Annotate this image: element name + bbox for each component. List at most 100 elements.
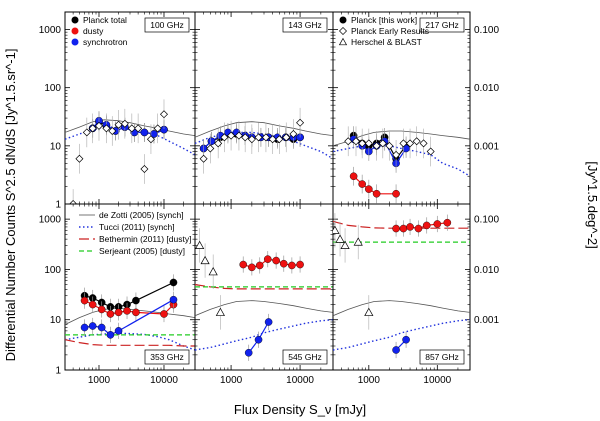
- panels: 1 10 100 1000 100 GHz Planck totaldustysynchr…: [39, 11, 499, 386]
- legend-label: Serjeant (2005) [dusty]: [99, 246, 185, 256]
- legend-label: Bethermin (2011) [dusty]: [99, 234, 191, 244]
- legend-label: synchrotron: [83, 37, 128, 47]
- data-point: [414, 224, 423, 233]
- x-tick-label: 10000: [423, 375, 451, 386]
- plot-area: [333, 213, 470, 359]
- data-point-diamond: [102, 124, 111, 133]
- data-point: [88, 322, 97, 330]
- data-point: [296, 260, 304, 269]
- data-point-triangle: [353, 237, 363, 246]
- legend-label: Planck [this work]: [351, 15, 417, 25]
- y-tick-label: 100: [44, 83, 61, 94]
- data-point-diamond: [268, 135, 277, 144]
- data-point: [106, 310, 115, 318]
- data-point-diamond: [146, 135, 155, 144]
- data-point: [248, 263, 256, 272]
- data-point: [88, 300, 97, 309]
- data-point: [349, 172, 358, 181]
- data-point-diamond: [282, 133, 291, 142]
- data-point: [97, 323, 106, 332]
- data-point-triangle: [364, 307, 374, 316]
- legend-label: Herschel & BLAST: [351, 37, 422, 47]
- data-point-diamond: [296, 118, 305, 127]
- y-tick-label: 1: [55, 366, 61, 377]
- model-curve: [195, 121, 333, 138]
- right-tick-label: 0.010: [474, 83, 499, 94]
- data-point: [264, 318, 273, 326]
- data-point-diamond: [127, 124, 136, 133]
- data-point: [169, 278, 178, 287]
- frequency-box: [419, 349, 465, 365]
- legend-marker: [338, 37, 348, 46]
- data-point-diamond: [114, 120, 123, 129]
- legend-label: dusty: [83, 26, 104, 36]
- frequency-label: 217 GHz: [425, 20, 459, 30]
- data-point: [372, 189, 381, 198]
- data-point: [169, 295, 178, 304]
- data-point: [132, 296, 140, 305]
- panel-top-left: 1 10 100 1000 100 GHz Planck totaldustysynchr…: [39, 11, 196, 211]
- axis-labels: Differential Number Counts S^2.5 dN/dS […: [3, 49, 600, 417]
- legend-label: Planck Early Results: [351, 26, 429, 36]
- data-point: [254, 335, 263, 344]
- x-tick-label: 1000: [88, 375, 111, 386]
- data-point-diamond: [140, 164, 149, 173]
- data-point-diamond: [344, 137, 353, 146]
- model-curve: [333, 319, 470, 351]
- data-point-diamond: [69, 200, 78, 204]
- data-point-diamond: [153, 124, 162, 133]
- panel-top-right: 0.001 0.010 0.100 217 GHz Planck [this work]…: [332, 11, 499, 205]
- plot-area: [65, 274, 195, 351]
- data-point-diamond: [82, 128, 91, 137]
- data-point-diamond: [234, 131, 243, 140]
- right-tick-label: 0.100: [474, 25, 499, 36]
- data-point: [114, 308, 123, 317]
- data-point: [106, 331, 115, 339]
- data-point: [132, 308, 140, 317]
- data-point: [433, 220, 442, 228]
- right-tick-label: 0.100: [474, 215, 499, 226]
- model-curve: [195, 284, 333, 290]
- data-point-diamond: [378, 139, 387, 148]
- right-tick-label: 0.001: [474, 315, 499, 326]
- data-point-diamond: [214, 139, 223, 148]
- data-point-diamond: [399, 139, 408, 148]
- data-point-triangle: [200, 255, 210, 265]
- data-point-diamond: [289, 129, 298, 138]
- data-point: [97, 305, 106, 314]
- data-point-diamond: [75, 154, 84, 163]
- data-point: [80, 323, 89, 332]
- data-point-diamond: [241, 133, 250, 142]
- data-point-diamond: [412, 137, 421, 146]
- panel-top-middle: 143 GHz: [194, 11, 334, 205]
- data-point-triangle: [333, 225, 340, 234]
- right-tick-label: 0.010: [474, 265, 499, 276]
- panel-frame: [194, 11, 334, 205]
- data-point: [114, 327, 123, 335]
- data-point-triangle: [195, 240, 205, 249]
- data-point: [443, 218, 452, 227]
- plot-area: [195, 228, 333, 361]
- frequency-box: [144, 17, 190, 33]
- y-tick-label: 1000: [39, 215, 62, 226]
- frequency-box: [419, 17, 465, 33]
- data-point: [80, 296, 89, 305]
- legend-label: Planck total: [83, 15, 127, 25]
- frequency-box: [282, 17, 328, 33]
- panel-bottom-right: 1000 10000 0.001 0.010 0.100 857 GHz: [332, 203, 499, 386]
- plot-area: [333, 126, 470, 204]
- legend-marker: [339, 16, 347, 24]
- data-point: [279, 259, 288, 268]
- data-point-diamond: [385, 141, 394, 150]
- plot-area: [195, 107, 333, 174]
- y-tick-label: 1000: [39, 25, 62, 36]
- model-curve: [65, 119, 195, 136]
- right-tick-label: 0.001: [474, 141, 499, 152]
- frequency-label: 857 GHz: [425, 352, 459, 362]
- x-tick-label: 10000: [150, 375, 178, 386]
- model-curve: [65, 332, 195, 351]
- panel-bottom-left: 1 10 100 1000 1000 10000 353 GHz de Zotti (2005…: [39, 203, 196, 386]
- data-point-diamond: [94, 121, 103, 130]
- data-point-diamond: [206, 144, 215, 153]
